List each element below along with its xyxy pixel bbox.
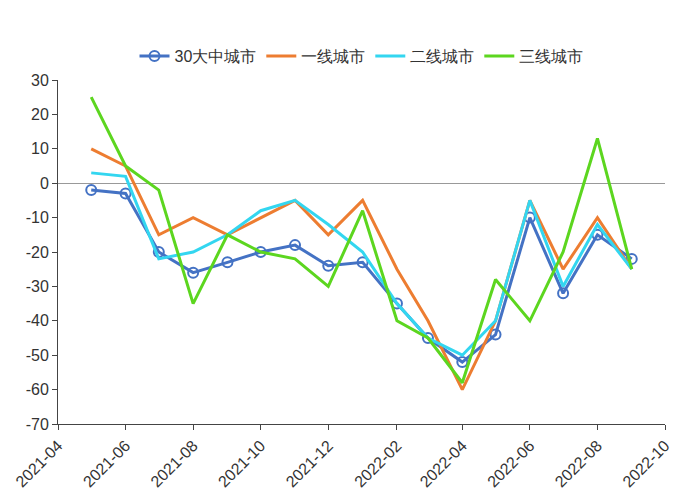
svg-text:2022-06: 2022-06 [484, 437, 538, 491]
svg-text:10: 10 [31, 140, 49, 157]
svg-text:-70: -70 [26, 416, 49, 433]
svg-text:-40: -40 [26, 312, 49, 329]
svg-text:2022-08: 2022-08 [552, 437, 606, 491]
svg-text:2021-06: 2021-06 [80, 437, 134, 491]
svg-text:0: 0 [40, 175, 49, 192]
svg-text:二线城市: 二线城市 [410, 48, 474, 65]
svg-text:-50: -50 [26, 347, 49, 364]
svg-text:30大中城市: 30大中城市 [175, 48, 257, 65]
svg-text:20: 20 [31, 106, 49, 123]
svg-text:2022-10: 2022-10 [619, 437, 673, 491]
svg-text:-30: -30 [26, 278, 49, 295]
svg-text:-10: -10 [26, 209, 49, 226]
svg-text:2021-10: 2021-10 [215, 437, 269, 491]
svg-text:一线城市: 一线城市 [301, 48, 365, 65]
svg-text:2021-08: 2021-08 [147, 437, 201, 491]
svg-text:-20: -20 [26, 244, 49, 261]
svg-text:三线城市: 三线城市 [519, 48, 583, 65]
svg-text:2021-04: 2021-04 [12, 437, 66, 491]
svg-text:2022-04: 2022-04 [417, 437, 471, 491]
svg-text:2022-02: 2022-02 [351, 437, 405, 491]
svg-text:-60: -60 [26, 381, 49, 398]
svg-text:30: 30 [31, 72, 49, 89]
svg-text:2021-12: 2021-12 [283, 437, 337, 491]
